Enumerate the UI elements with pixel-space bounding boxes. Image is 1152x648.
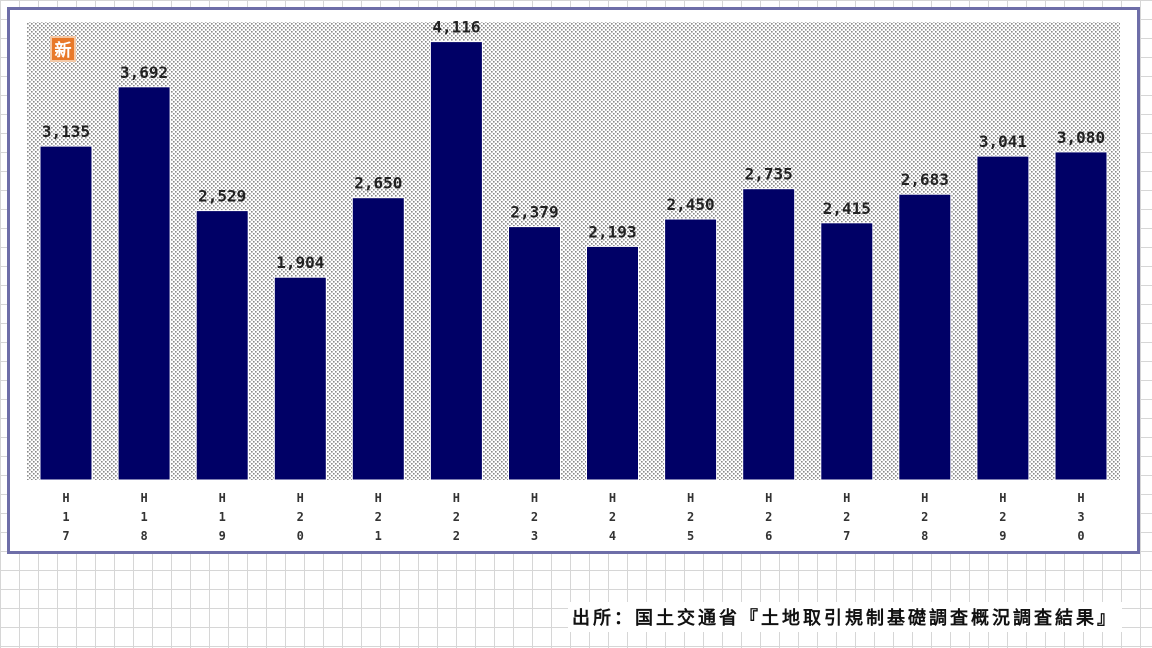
data-label-H24: 2,193 (588, 222, 636, 241)
plot-area (27, 22, 1120, 480)
source-note: 出所：国土交通省『土地取引規制基礎調査概況調査結果』 (568, 602, 1122, 632)
bar-H28 (898, 193, 952, 481)
bar-H22 (429, 41, 483, 481)
bar-H27 (820, 222, 874, 481)
bar-H17 (39, 145, 93, 481)
bar-chart: 3,135 3,692 2,529 1,904 2,650 4,116 2,379 2,193… (27, 18, 1120, 543)
data-label-H20: 1,904 (276, 253, 324, 272)
data-label-H30: 3,080 (1057, 128, 1105, 147)
data-label-H22: 4,116 (432, 18, 480, 37)
data-label-H19: 2,529 (198, 187, 246, 206)
data-label-H25: 2,450 (667, 195, 715, 214)
bar-H24 (586, 245, 639, 481)
bar-H18 (117, 86, 171, 481)
data-label-H18: 3,692 (120, 63, 168, 82)
bar-H26 (742, 188, 796, 481)
data-label-H26: 2,735 (745, 165, 793, 184)
data-label-H17: 3,135 (42, 122, 90, 141)
data-label-H27: 2,415 (823, 199, 871, 218)
new-badge-icon: 新 (50, 36, 76, 62)
bar-H25 (664, 218, 718, 481)
bar-H20 (273, 276, 327, 481)
data-label-H21: 2,650 (354, 174, 402, 193)
data-label-H23: 2,379 (510, 203, 558, 222)
bar-H21 (351, 197, 405, 481)
bar-H29 (976, 155, 1030, 481)
data-label-H29: 3,041 (979, 132, 1027, 151)
bar-H19 (195, 210, 249, 481)
bar-H23 (508, 226, 561, 481)
data-label-H28: 2,683 (901, 170, 949, 189)
bar-H30 (1054, 151, 1108, 481)
